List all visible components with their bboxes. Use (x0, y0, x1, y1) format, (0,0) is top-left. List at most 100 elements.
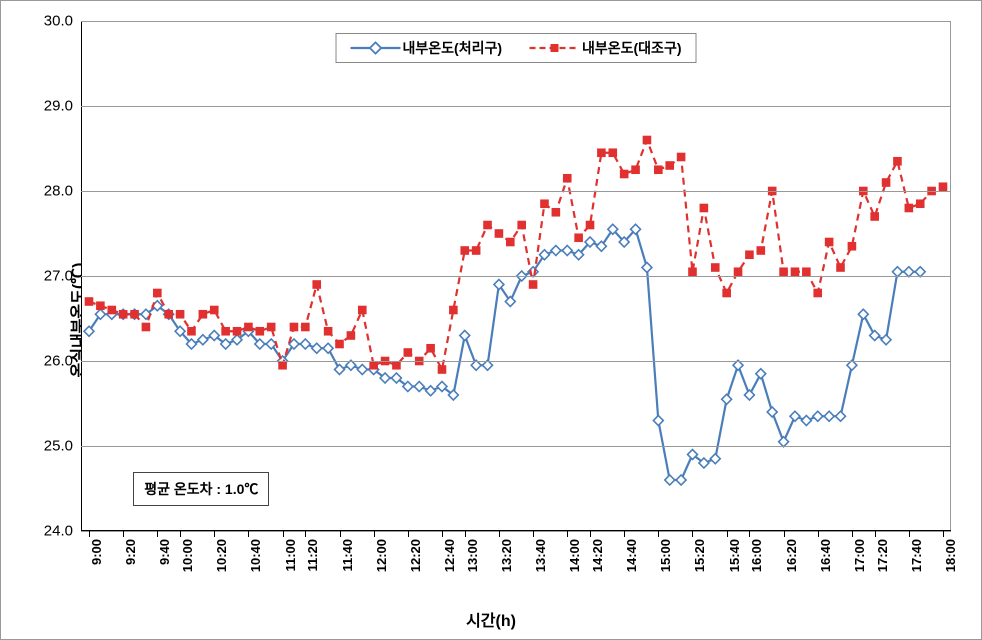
x-tick (465, 531, 466, 537)
data-marker (359, 307, 366, 314)
data-marker (484, 222, 491, 229)
x-tick (305, 531, 306, 537)
x-tick-label: 11:40 (340, 539, 355, 572)
data-marker (710, 454, 720, 464)
x-tick-label: 11:00 (283, 539, 298, 572)
data-marker (643, 137, 650, 144)
data-marker (198, 335, 208, 345)
data-marker (870, 331, 880, 341)
gridline-h (81, 21, 951, 22)
data-marker (97, 302, 104, 309)
data-marker (438, 366, 445, 373)
x-tick (214, 531, 215, 537)
data-marker (905, 205, 912, 212)
x-tick (533, 531, 534, 537)
data-marker (552, 209, 559, 216)
data-marker (188, 328, 195, 335)
data-marker (302, 324, 309, 331)
gridline-h (81, 191, 951, 192)
data-marker (473, 247, 480, 254)
x-tick-label: 18:00 (943, 539, 958, 572)
data-marker (370, 362, 377, 369)
x-tick (624, 531, 625, 537)
data-marker (621, 171, 628, 178)
data-marker (881, 335, 891, 345)
data-marker (290, 324, 297, 331)
x-tick (248, 531, 249, 537)
x-tick-label: 15:00 (658, 539, 673, 572)
x-tick (875, 531, 876, 537)
x-tick (157, 531, 158, 537)
data-marker (883, 179, 890, 186)
y-tick-label: 25.0 (44, 438, 81, 455)
data-marker (824, 411, 834, 421)
data-marker (826, 239, 833, 246)
data-marker (767, 407, 777, 417)
data-marker (722, 394, 732, 404)
data-marker (564, 175, 571, 182)
data-marker (917, 200, 924, 207)
data-marker (712, 264, 719, 271)
x-tick-label: 17:00 (852, 539, 867, 572)
data-marker (848, 243, 855, 250)
x-tick (442, 531, 443, 537)
x-axis-title: 시간(h) (466, 607, 516, 631)
x-tick (784, 531, 785, 537)
x-tick-label: 14:40 (624, 539, 639, 572)
data-marker (414, 382, 424, 392)
x-tick-label: 10:40 (248, 539, 263, 572)
data-marker (813, 411, 823, 421)
data-marker (678, 154, 685, 161)
data-marker (404, 349, 411, 356)
data-marker (575, 234, 582, 241)
series-line (89, 229, 920, 480)
x-tick (852, 531, 853, 537)
data-marker (268, 324, 275, 331)
data-marker (142, 324, 149, 331)
x-tick (590, 531, 591, 537)
x-tick-label: 16:20 (784, 539, 799, 572)
data-marker (801, 416, 811, 426)
data-marker (357, 365, 367, 375)
data-marker (154, 290, 161, 297)
data-marker (814, 290, 821, 297)
x-tick (408, 531, 409, 537)
gridline-h (81, 106, 951, 107)
x-tick-label: 14:00 (567, 539, 582, 572)
x-tick (727, 531, 728, 537)
data-marker (199, 311, 206, 318)
data-marker (518, 222, 525, 229)
data-marker (609, 149, 616, 156)
x-tick (89, 531, 90, 537)
x-tick (283, 531, 284, 537)
data-marker (211, 307, 218, 314)
data-marker (666, 162, 673, 169)
x-tick-label: 12:40 (442, 539, 457, 572)
data-marker (653, 416, 663, 426)
data-marker (655, 166, 662, 173)
x-tick-label: 15:40 (727, 539, 742, 572)
data-marker (791, 268, 798, 275)
data-marker (858, 309, 868, 319)
x-tick (818, 531, 819, 537)
data-marker (757, 247, 764, 254)
data-marker (746, 251, 753, 258)
data-marker (245, 324, 252, 331)
data-marker (689, 268, 696, 275)
data-marker (632, 166, 639, 173)
temperature-line-chart: 온실내부온도(℃) 시간(h) 내부온도(처리구) 내부온도(대조구) (0, 0, 982, 640)
y-tick-label: 28.0 (44, 183, 81, 200)
data-marker (530, 281, 537, 288)
data-marker (461, 247, 468, 254)
data-marker (347, 332, 354, 339)
x-tick-label: 9:00 (89, 539, 104, 565)
data-marker (300, 339, 310, 349)
x-tick-label: 13:20 (499, 539, 514, 572)
data-marker (165, 311, 172, 318)
x-tick (909, 531, 910, 537)
y-tick-label: 29.0 (44, 98, 81, 115)
x-tick-label: 12:20 (408, 539, 423, 572)
x-tick-label: 15:20 (692, 539, 707, 572)
data-marker (723, 290, 730, 297)
gridline-h (81, 361, 951, 362)
